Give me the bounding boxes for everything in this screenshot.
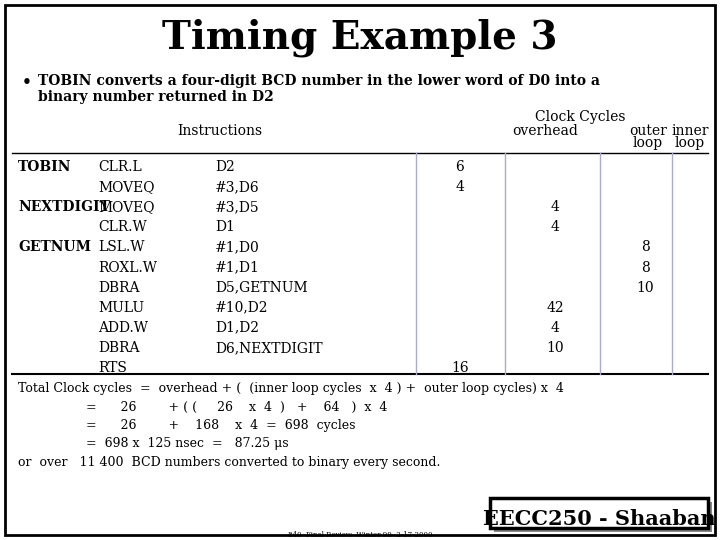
Text: D1: D1 <box>215 220 235 234</box>
Text: 4: 4 <box>456 180 464 194</box>
Text: MOVEQ: MOVEQ <box>98 200 155 214</box>
Text: #3,D6: #3,D6 <box>215 180 260 194</box>
Text: 8: 8 <box>641 260 649 274</box>
Text: #1,D1: #1,D1 <box>215 260 260 274</box>
Bar <box>494 502 712 532</box>
Text: ROXL.W: ROXL.W <box>98 260 157 274</box>
Text: 840  Final Review  Winter 99  2-17-2000: 840 Final Review Winter 99 2-17-2000 <box>288 531 432 539</box>
Text: TOBIN: TOBIN <box>18 160 71 174</box>
Text: Clock Cycles: Clock Cycles <box>535 110 625 124</box>
Text: =      26        + ( (     26    x  4  )   +    64   )  x  4: = 26 + ( ( 26 x 4 ) + 64 ) x 4 <box>18 401 387 414</box>
Text: =      26        +    168    x  4  =  698  cycles: = 26 + 168 x 4 = 698 cycles <box>18 419 356 432</box>
Text: 4: 4 <box>551 321 559 335</box>
Text: Total Clock cycles  =  overhead + (  (inner loop cycles  x  4 ) +  outer loop cy: Total Clock cycles = overhead + ( (inner… <box>18 382 564 395</box>
Text: binary number returned in D2: binary number returned in D2 <box>38 90 274 104</box>
Text: MOVEQ: MOVEQ <box>98 180 155 194</box>
Text: 16: 16 <box>451 361 469 375</box>
Text: NEXTDIGIT: NEXTDIGIT <box>18 200 110 214</box>
Text: #10,D2: #10,D2 <box>215 301 269 315</box>
Text: •: • <box>22 75 32 90</box>
Text: #3,D5: #3,D5 <box>215 200 260 214</box>
Text: 6: 6 <box>456 160 464 174</box>
Text: or  over   11 400  BCD numbers converted to binary every second.: or over 11 400 BCD numbers converted to … <box>18 456 441 469</box>
Text: 4: 4 <box>551 220 559 234</box>
Text: MULU: MULU <box>98 301 144 315</box>
Text: RTS: RTS <box>98 361 127 375</box>
Text: =  698 x  125 nsec  =   87.25 μs: = 698 x 125 nsec = 87.25 μs <box>18 437 289 450</box>
Text: 10: 10 <box>636 281 654 295</box>
Text: D1,D2: D1,D2 <box>215 321 259 335</box>
Text: CLR.W: CLR.W <box>98 220 147 234</box>
Text: 4: 4 <box>551 200 559 214</box>
Text: 42: 42 <box>546 301 564 315</box>
Text: D5,GETNUM: D5,GETNUM <box>215 281 307 295</box>
Text: Instructions: Instructions <box>177 124 263 138</box>
Text: 8: 8 <box>641 240 649 254</box>
Text: GETNUM: GETNUM <box>18 240 91 254</box>
Text: Timing Example 3: Timing Example 3 <box>162 19 558 57</box>
Text: DBRA: DBRA <box>98 281 140 295</box>
Text: D2: D2 <box>215 160 235 174</box>
Text: 10: 10 <box>546 341 564 355</box>
Text: D6,NEXTDIGIT: D6,NEXTDIGIT <box>215 341 323 355</box>
Text: overhead: overhead <box>512 124 578 138</box>
Text: inner: inner <box>671 124 708 138</box>
Text: EECC250 - Shaaban: EECC250 - Shaaban <box>482 509 715 529</box>
Text: DBRA: DBRA <box>98 341 140 355</box>
Text: LSL.W: LSL.W <box>98 240 145 254</box>
Text: outer: outer <box>629 124 667 138</box>
Text: #1,D0: #1,D0 <box>215 240 260 254</box>
Text: ADD.W: ADD.W <box>98 321 148 335</box>
Text: CLR.L: CLR.L <box>98 160 142 174</box>
Text: loop: loop <box>675 136 705 150</box>
Bar <box>490 498 708 528</box>
Text: loop: loop <box>633 136 663 150</box>
Text: TOBIN converts a four-digit BCD number in the lower word of D0 into a: TOBIN converts a four-digit BCD number i… <box>38 74 600 88</box>
